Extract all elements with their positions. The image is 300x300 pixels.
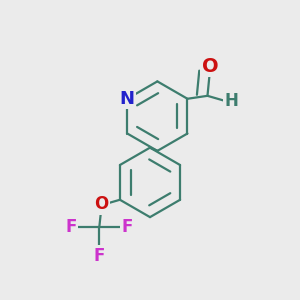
Text: F: F bbox=[65, 218, 76, 236]
Text: O: O bbox=[94, 196, 108, 214]
Text: H: H bbox=[225, 92, 238, 110]
Text: N: N bbox=[120, 90, 135, 108]
Text: F: F bbox=[94, 247, 105, 265]
Text: O: O bbox=[202, 57, 218, 76]
Text: F: F bbox=[121, 218, 133, 236]
